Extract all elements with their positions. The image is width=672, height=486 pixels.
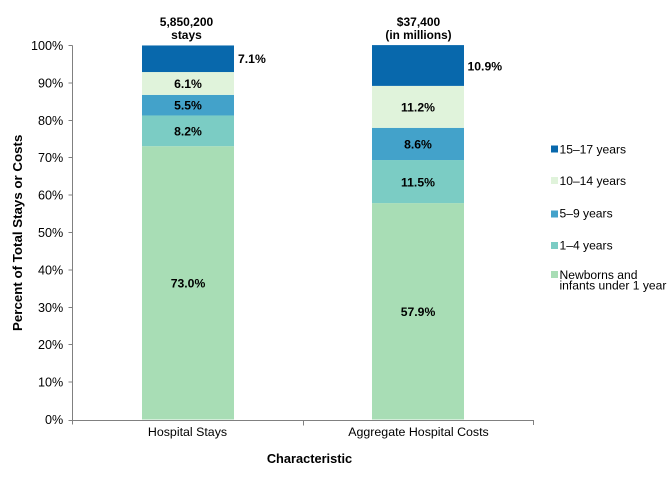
svg-text:8.2%: 8.2% [174, 124, 202, 138]
svg-text:7.1%: 7.1% [238, 52, 266, 66]
svg-text:infants under 1 year: infants under 1 year [560, 278, 667, 292]
svg-text:11.2%: 11.2% [401, 100, 435, 114]
svg-text:73.0%: 73.0% [171, 276, 206, 290]
svg-text:90%: 90% [38, 76, 63, 90]
svg-text:20%: 20% [38, 338, 63, 352]
svg-text:70%: 70% [38, 151, 63, 165]
svg-text:Hospital Stays: Hospital Stays [148, 425, 227, 439]
svg-text:1–4 years: 1–4 years [560, 238, 613, 252]
svg-text:Newborns and: Newborns and [560, 268, 638, 282]
svg-text:6.1%: 6.1% [174, 77, 202, 91]
svg-text:10–14 years: 10–14 years [560, 174, 627, 188]
svg-text:50%: 50% [38, 226, 63, 240]
svg-text:5–9 years: 5–9 years [560, 207, 613, 221]
svg-text:11.5%: 11.5% [401, 175, 435, 189]
svg-text:0%: 0% [45, 413, 63, 427]
svg-text:5,850,200: 5,850,200 [160, 15, 214, 29]
svg-text:57.9%: 57.9% [401, 305, 436, 319]
svg-text:15–17 years: 15–17 years [560, 143, 627, 157]
svg-text:Percent of Total Stays or Cost: Percent of Total Stays or Costs [10, 135, 25, 331]
svg-text:8.6%: 8.6% [404, 138, 432, 152]
svg-text:80%: 80% [38, 114, 63, 128]
svg-text:(in millions): (in millions) [385, 28, 451, 42]
svg-text:10%: 10% [38, 376, 63, 390]
svg-text:30%: 30% [38, 301, 63, 315]
svg-text:Characteristic: Characteristic [267, 451, 352, 466]
svg-text:40%: 40% [38, 263, 63, 277]
svg-text:5.5%: 5.5% [174, 99, 202, 113]
svg-text:100%: 100% [31, 39, 63, 53]
svg-text:60%: 60% [38, 189, 63, 203]
svg-text:stays: stays [171, 28, 202, 42]
svg-text:Aggregate Hospital Costs: Aggregate Hospital Costs [348, 425, 489, 439]
svg-text:10.9%: 10.9% [468, 59, 503, 73]
svg-text:$37,400: $37,400 [397, 15, 441, 29]
